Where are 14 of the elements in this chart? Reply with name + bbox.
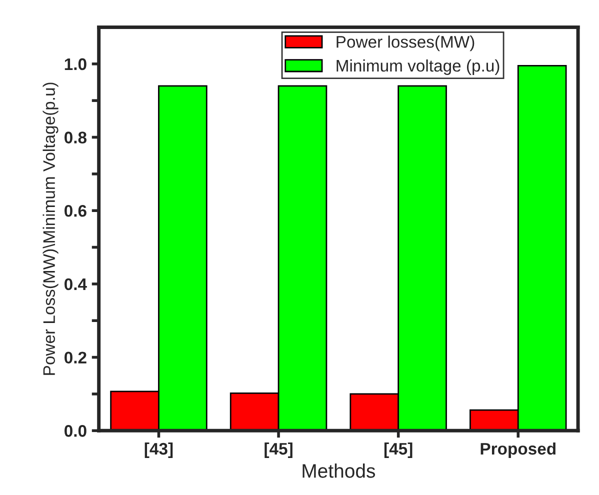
y-axis-title: Power Loss(MW)\Minimum Voltage(p.u) <box>42 82 58 375</box>
y-tick-label: 0.6 <box>64 205 86 217</box>
x-tick-label: [45] <box>384 442 412 458</box>
legend-label: Minimum voltage (p.u) <box>336 59 500 75</box>
y-tick-label: 0.4 <box>64 278 87 290</box>
y-tick-label: 0.8 <box>64 132 87 144</box>
y-tick-label: 0.0 <box>64 425 86 437</box>
x-axis-title: Methods <box>302 464 376 478</box>
legend-label: Power losses(MW) <box>336 36 474 52</box>
x-tick-label: [45] <box>264 442 292 458</box>
y-tick-label: 0.2 <box>64 352 86 364</box>
y-tick-label: 1.0 <box>64 58 86 70</box>
x-tick-label: Proposed <box>480 442 556 458</box>
x-tick-label: [43] <box>144 442 173 458</box>
